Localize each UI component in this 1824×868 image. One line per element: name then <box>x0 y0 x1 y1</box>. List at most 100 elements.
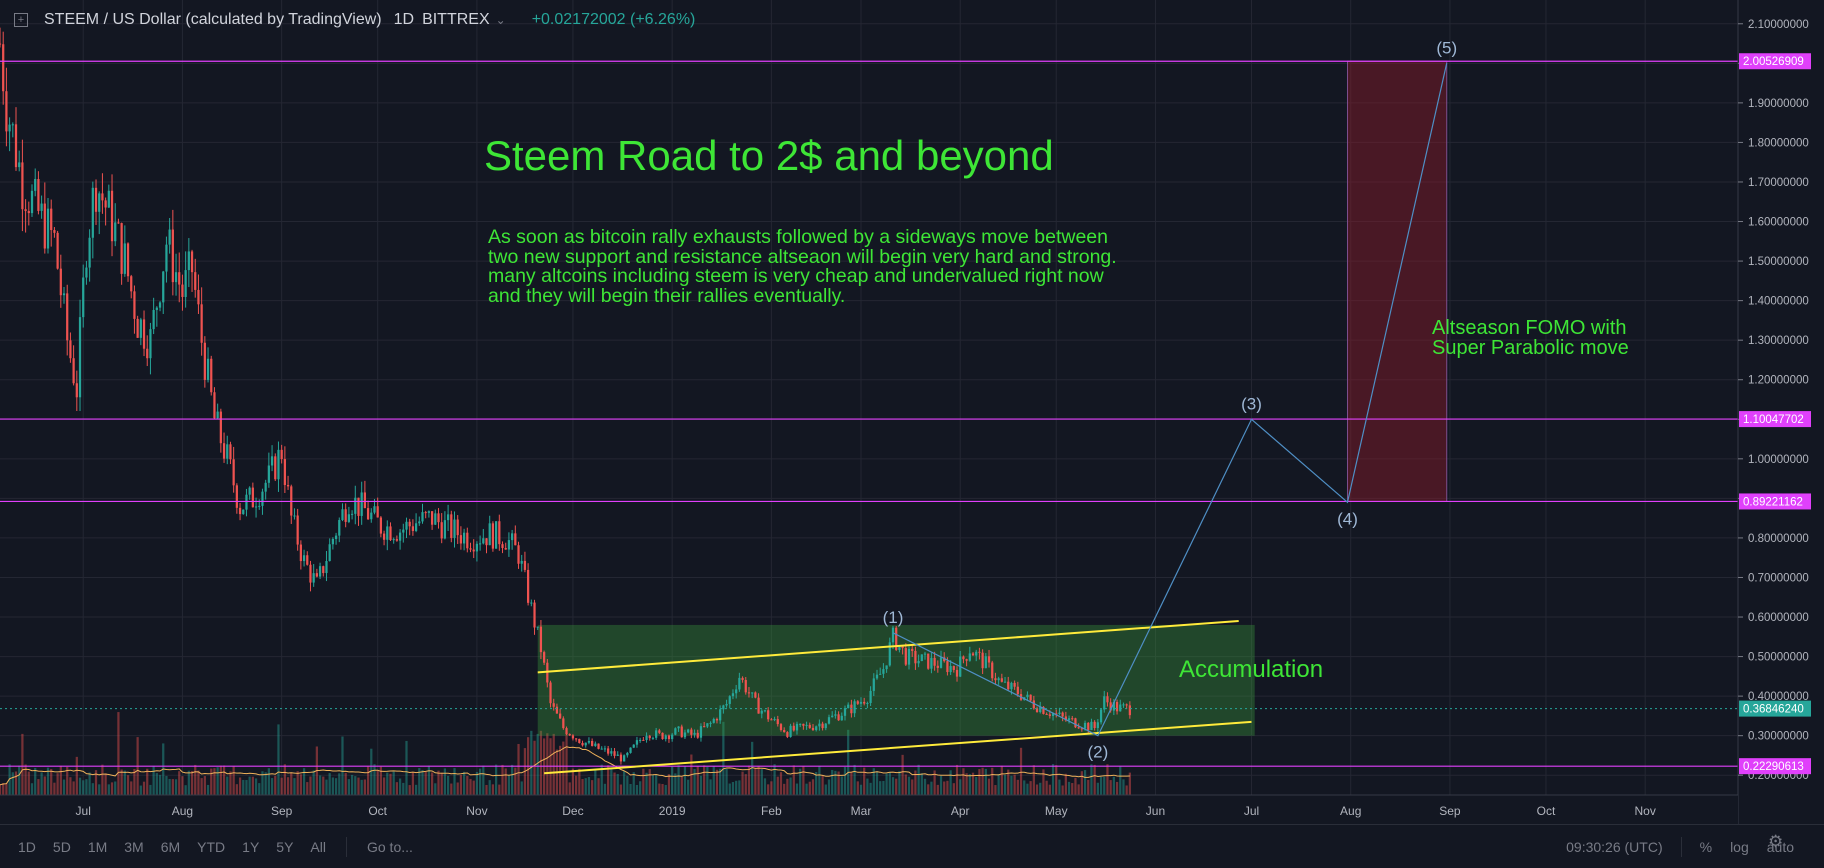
candle-body <box>78 317 82 398</box>
price-level-tag-bg <box>1739 493 1811 510</box>
candle-body <box>991 662 994 679</box>
interval-label[interactable]: 1D <box>393 11 415 28</box>
wave-label[interactable]: (4) <box>1337 509 1358 528</box>
volume-bar <box>178 771 181 800</box>
range-button-all[interactable]: All <box>310 838 326 855</box>
goto-button[interactable]: Go to... <box>366 838 413 855</box>
volume-bar <box>226 776 229 800</box>
volume-bar <box>885 773 888 800</box>
channel-upper-line[interactable] <box>537 619 1239 674</box>
bottom-right-controls: 09:30:26 (UTC) % log auto <box>1566 836 1794 857</box>
price-tick-label: 2.10000000 <box>1748 19 1809 31</box>
range-button-5y[interactable]: 5Y <box>276 838 294 855</box>
volume-bar <box>216 767 219 800</box>
range-button-3m[interactable]: 3M <box>124 838 144 855</box>
volume-bar <box>1093 764 1096 800</box>
candle-body <box>616 754 619 756</box>
candle-body <box>478 543 482 545</box>
candle-body <box>613 751 616 756</box>
exchange-label[interactable]: BITTREX <box>422 11 490 28</box>
candle-body <box>2 44 5 92</box>
gear-icon[interactable]: ⚙ <box>1768 832 1784 851</box>
candle-body <box>664 735 667 740</box>
candle-body <box>533 602 536 628</box>
range-button-1y[interactable]: 1Y <box>242 838 260 855</box>
volume-bar <box>238 777 242 800</box>
chevron-down-icon[interactable]: ⌄ <box>495 13 506 27</box>
candle-body <box>510 533 514 541</box>
wave-label[interactable]: (2) <box>1087 743 1108 762</box>
volume-bar <box>741 771 744 800</box>
candle-body <box>1000 678 1003 682</box>
candle-body <box>776 719 779 725</box>
candle-body <box>975 651 978 656</box>
volume-bar <box>725 768 728 800</box>
volume-bar <box>466 775 469 800</box>
volume-bar <box>645 772 648 800</box>
candle-body <box>117 222 120 224</box>
chart-annotation-title[interactable]: Steem Road to 2$ and beyond <box>484 132 1054 179</box>
candle-body <box>475 543 479 552</box>
volume-bar <box>184 785 187 800</box>
percent-toggle[interactable]: % <box>1699 838 1713 855</box>
volume-bar <box>162 743 165 800</box>
symbol-title[interactable]: STEEM / US Dollar (calculated by Trading… <box>44 11 382 28</box>
candle-body <box>578 738 581 743</box>
clock-time[interactable]: 09:30:26 (UTC) <box>1566 838 1663 855</box>
volume-bar <box>306 782 309 800</box>
auto-toggle[interactable]: auto <box>1766 838 1794 855</box>
price-tick-label: 1.40000000 <box>1748 296 1809 308</box>
volume-bar <box>1099 776 1103 800</box>
candle-body <box>789 725 792 737</box>
candle-body <box>821 723 824 729</box>
volume-bar <box>1064 773 1067 800</box>
range-button-1d[interactable]: 1D <box>18 838 36 855</box>
time-axis[interactable]: Jul Aug Sep Oct Nov Dec 2019 Feb Mar Apr May Jun Jul… <box>0 794 1738 824</box>
candle-body <box>514 533 517 546</box>
volume-bar <box>587 776 591 800</box>
range-button-ytd[interactable]: YTD <box>197 838 226 855</box>
volume-bar <box>1016 779 1019 800</box>
volume-bar <box>50 769 53 800</box>
candle-body <box>552 703 555 707</box>
wave-label[interactable]: (1) <box>883 608 904 627</box>
chart-background <box>0 0 1824 824</box>
candle-body <box>251 487 254 508</box>
volume-bar <box>712 766 715 800</box>
wave-label[interactable]: (5) <box>1436 38 1457 57</box>
wave-projection-line[interactable] <box>892 63 1448 737</box>
price-chart[interactable]: (1) (2) (3) (4) (5) 0.200000000.300000000.40… <box>0 0 1824 824</box>
price-level-tag-bg <box>1739 53 1811 70</box>
candle-body <box>171 229 174 283</box>
volume-bar <box>1045 780 1048 800</box>
wave-label[interactable]: (3) <box>1241 394 1262 413</box>
candle-body <box>222 443 226 459</box>
volume-bar <box>1090 764 1093 800</box>
price-axis[interactable]: 0.200000000.300000000.400000000.50000000… <box>1737 0 1824 824</box>
range-button-6m[interactable]: 6M <box>160 838 181 855</box>
channel-lower-line[interactable] <box>544 720 1252 775</box>
volume-bar <box>1042 769 1045 800</box>
candle-body <box>302 555 306 562</box>
altseason-annotation[interactable]: Altseason FOMO with Super Parabolic move <box>1432 317 1629 359</box>
candle-body <box>843 708 847 716</box>
price-tick-label: 0.70000000 <box>1748 572 1809 584</box>
volume-bar <box>59 765 62 800</box>
volume-bar <box>853 764 856 800</box>
candle-body <box>754 692 757 698</box>
range-button-1m[interactable]: 1M <box>87 838 108 855</box>
volume-bar <box>629 783 632 800</box>
accumulation-annotation[interactable]: Accumulation <box>1179 656 1324 683</box>
volume-bar <box>171 779 174 800</box>
volume-bar <box>677 765 680 800</box>
chart-annotation-note[interactable]: As soon as bitcoin rally exhausts follow… <box>488 226 1117 307</box>
range-button-5d[interactable]: 5D <box>52 838 71 855</box>
candle-body <box>258 505 261 507</box>
volume-bar <box>1109 780 1112 800</box>
candle-body <box>955 669 959 677</box>
log-toggle[interactable]: log <box>1730 838 1749 855</box>
volume-bar <box>85 779 88 800</box>
expand-icon[interactable]: + <box>14 13 28 27</box>
candle-body <box>715 719 719 721</box>
volume-bar <box>683 766 687 800</box>
